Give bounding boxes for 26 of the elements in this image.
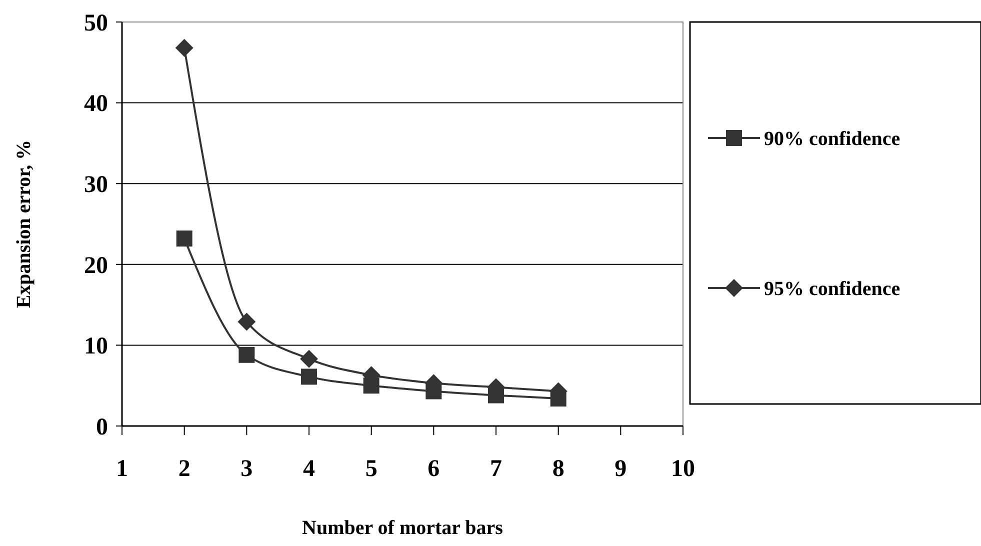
x-tick-label: 9	[614, 456, 627, 482]
y-tick-label: 50	[84, 10, 108, 36]
point	[238, 346, 255, 363]
x-tick-label: 7	[490, 456, 502, 482]
x-tick-label: 3	[240, 456, 253, 482]
x-tick-label: 4	[303, 456, 315, 482]
y-tick-label: 20	[84, 252, 108, 279]
point	[175, 38, 194, 57]
x-tick-label: 6	[428, 456, 440, 482]
y-tick-label: 40	[84, 91, 108, 118]
x-tick-label: 10	[671, 456, 695, 482]
y-tick-label: 30	[84, 172, 108, 198]
y-tick-label: 0	[96, 414, 108, 440]
point	[301, 368, 317, 385]
x-tick-label: 5	[365, 456, 378, 482]
y-tick-label: 10	[84, 334, 108, 360]
point	[300, 350, 318, 368]
point	[176, 230, 192, 247]
legend-label: 90% confidence	[764, 128, 900, 150]
legend-label: 95% confidence	[764, 278, 900, 300]
x-tick-label: 8	[552, 456, 564, 482]
x-tick-label: 2	[178, 456, 190, 482]
point	[238, 312, 256, 331]
x-axis-title: Number of mortar bars	[302, 517, 504, 539]
y-axis-title: Expansion error, %	[13, 140, 35, 308]
x-tick-label: 1	[116, 456, 128, 482]
